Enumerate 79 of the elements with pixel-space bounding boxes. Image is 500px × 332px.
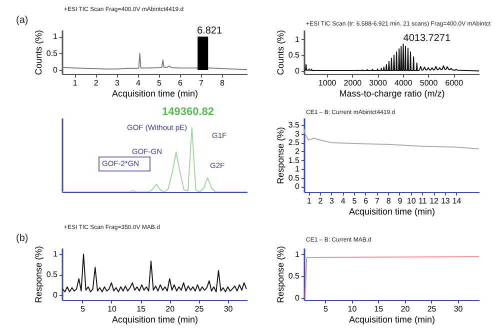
x-tick-label: 1: [306, 196, 312, 206]
x-tick-label: 8: [386, 196, 392, 206]
x-tick-label: 4: [136, 78, 141, 88]
x-tick-label: 25: [194, 304, 204, 314]
x-tick-label: 2000: [344, 78, 362, 88]
y-tick-label: 2: [295, 146, 300, 156]
x-tick-label: 10: [406, 196, 416, 206]
y-tick-label: 0: [53, 290, 58, 300]
text: 149360.82: [162, 106, 214, 118]
line-series: [304, 128, 479, 150]
y-tick-label: 0: [295, 293, 300, 302]
y-tick-label: 2.5: [288, 138, 300, 148]
x-tick-label: 10: [348, 304, 358, 314]
x-axis-title: Mass-to-charge ratio (m/z): [339, 88, 445, 98]
annotation: 6.821: [196, 26, 222, 37]
x-tick-label: 7: [375, 196, 380, 206]
line-series: [304, 44, 479, 72]
x-tick-label: 8: [220, 78, 226, 88]
x-tick-label: 6000: [445, 78, 464, 88]
text: (b): [16, 233, 28, 244]
x-tick-label: 20: [166, 304, 176, 314]
y-tick-label: 0.5: [288, 173, 300, 182]
x-tick-label: 30: [454, 304, 464, 314]
x-tick-label: 3: [114, 78, 120, 88]
y-axis-title: Response (%): [275, 246, 286, 304]
y-axis-title: Counts (%): [275, 30, 286, 76]
x-tick-label: 14: [452, 196, 462, 206]
line-series: [62, 52, 247, 70]
y-tick-label: 1: [53, 250, 58, 259]
x-tick-label: 4: [340, 196, 346, 206]
x-tick-label: 1: [72, 78, 78, 88]
y-tick-label: 0.5: [46, 48, 58, 58]
y-tick-label: 0.5: [46, 270, 58, 280]
x-tick-label: 5: [352, 196, 358, 206]
x-tick-label: 20: [400, 304, 410, 314]
line-series: [62, 254, 247, 292]
text: (a): [16, 15, 28, 26]
x-tick-label: 11: [418, 196, 428, 206]
y-tick-label: 1.5: [288, 156, 300, 165]
x-tick-label: 13: [440, 196, 450, 206]
y-tick-label: 1: [295, 34, 300, 44]
x-tick-label: 10: [107, 304, 117, 314]
x-tick-label: 4000: [394, 78, 413, 88]
y-axis-title: Response (%): [275, 126, 286, 184]
x-tick-label: 5000: [420, 78, 438, 88]
x-tick-label: 5: [323, 304, 328, 314]
y-tick-label: 1: [295, 164, 300, 174]
y-tick-label: 0: [53, 66, 58, 74]
x-axis-title: Acquisition time (min): [348, 314, 436, 324]
x-tick-label: 7: [199, 78, 204, 88]
x-tick-label: 9: [398, 196, 403, 206]
x-axis-title: Acquisition time (min): [112, 314, 198, 324]
y-tick-label: 3: [295, 129, 300, 138]
y-axis-title: Counts (%): [33, 30, 44, 76]
x-tick-label: 3: [330, 196, 335, 206]
y-tick-label: 0.5: [288, 50, 300, 60]
y-tick-label: 0: [295, 182, 300, 192]
annotation: 4013.7271: [403, 33, 451, 44]
x-tick-label: 1000: [318, 78, 337, 88]
y-tick-label: 0: [295, 66, 300, 76]
x-axis-title: Acquisition time (min): [348, 206, 436, 216]
x-tick-label: 5: [80, 304, 86, 314]
x-tick-label: 15: [136, 304, 146, 314]
x-axis-title: Acquisition time (min): [112, 88, 198, 98]
x-tick-label: 5: [156, 78, 162, 88]
y-tick-label: 0.5: [288, 272, 300, 281]
x-tick-label: 25: [427, 304, 437, 314]
x-tick-label: 6: [364, 196, 369, 206]
y-axis-title: Response (%): [33, 246, 44, 304]
x-tick-label: 2: [318, 196, 324, 206]
x-tick-label: 6: [178, 78, 183, 88]
y-tick-label: 1: [295, 250, 300, 259]
x-tick-label: 30: [224, 304, 234, 314]
y-tick-label: 3.5: [288, 120, 300, 130]
x-tick-label: 15: [374, 304, 384, 314]
y-tick-label: 1: [53, 32, 58, 42]
x-tick-label: 12: [430, 196, 440, 206]
x-tick-label: 2: [94, 78, 99, 88]
x-tick-label: 3000: [369, 78, 388, 88]
